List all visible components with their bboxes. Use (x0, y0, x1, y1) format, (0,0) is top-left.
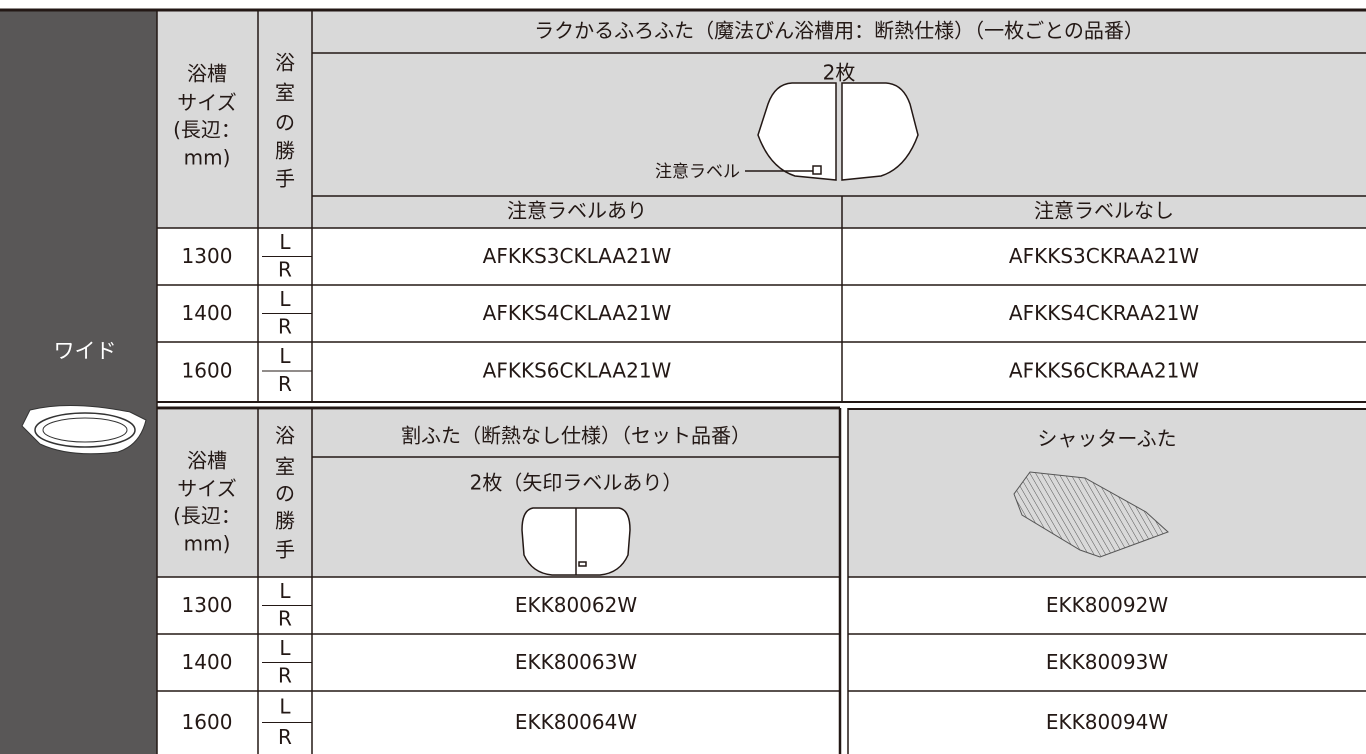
hand-header: の (275, 111, 295, 135)
product-code: AFKKS6CKLAA21W (483, 359, 672, 383)
hand-header: 室 (275, 455, 295, 479)
size-header: サイズ (177, 477, 236, 501)
product-code: EKK80063W (515, 650, 637, 674)
table-title: ラクかるふろふた（魔法びん浴槽用：断熱仕様）（一枚ごとの品番） (534, 19, 1144, 43)
size-cell: 1600 (182, 710, 233, 734)
header-bg (157, 410, 840, 577)
split-lid-illustration (521, 507, 631, 576)
side-label: ワイド (54, 339, 117, 363)
hand-cell: R (278, 314, 292, 338)
tub-icon (21, 404, 147, 455)
hand-cell: L (279, 694, 291, 718)
count-label: 2枚 (823, 61, 856, 85)
size-header: mm) (184, 146, 231, 170)
product-code: EKK80064W (515, 710, 637, 734)
lid-illustration (745, 82, 919, 181)
product-code: EKK80094W (1046, 710, 1168, 734)
product-code: AFKKS3CKLAA21W (483, 244, 672, 268)
hand-cell: L (279, 344, 291, 368)
hand-cell: L (279, 230, 291, 254)
hand-header: 勝 (275, 139, 295, 163)
callout-label: 注意ラベル (655, 162, 740, 182)
hand-cell: R (278, 372, 292, 396)
hand-header: 手 (275, 538, 295, 562)
column-header: 注意ラベルあり (507, 199, 647, 223)
hand-header: 浴 (275, 424, 295, 448)
size-cell: 1600 (182, 359, 233, 383)
hand-header: 手 (275, 167, 295, 191)
hand-header: 勝 (275, 509, 295, 533)
hand-header: 室 (275, 81, 295, 105)
column-subheader: 2枚（矢印ラベルあり） (470, 471, 683, 495)
product-code: EKK80093W (1046, 650, 1168, 674)
size-cell: 1400 (182, 301, 233, 325)
product-code: EKK80062W (515, 593, 637, 617)
hand-cell: R (278, 663, 292, 687)
hand-cell: L (279, 636, 291, 660)
product-code: AFKKS6CKRAA21W (1009, 359, 1199, 383)
size-cell: 1400 (182, 650, 233, 674)
product-code: EKK80092W (1046, 593, 1168, 617)
row-bg (157, 342, 1366, 400)
column-header: 割ふた（断熱なし仕様）（セット品番） (401, 424, 751, 448)
shutter-illustration (1013, 471, 1169, 558)
hand-cell: L (279, 287, 291, 311)
size-header: (長辺： (173, 118, 241, 142)
product-code: AFKKS4CKRAA21W (1009, 301, 1199, 325)
row-bg (157, 228, 1366, 285)
product-code: AFKKS3CKRAA21W (1009, 244, 1199, 268)
hand-cell: L (279, 579, 291, 603)
product-code: AFKKS4CKLAA21W (483, 301, 672, 325)
hand-cell: R (278, 725, 292, 749)
hand-header: の (275, 482, 295, 506)
hand-cell: R (278, 257, 292, 281)
size-header: (長辺： (173, 504, 241, 528)
hand-cell: R (278, 606, 292, 630)
column-header: シャッターふた (1037, 427, 1176, 451)
row-bg (157, 285, 1366, 342)
size-cell: 1300 (182, 244, 233, 268)
size-header: 浴槽 (187, 62, 227, 86)
header-bg (157, 10, 1366, 228)
size-header: サイズ (177, 91, 236, 115)
size-cell: 1300 (182, 593, 233, 617)
side-band (0, 10, 157, 754)
rule (848, 408, 1366, 410)
column-header: 注意ラベルなし (1034, 199, 1174, 223)
size-header: mm) (184, 532, 231, 556)
size-header: 浴槽 (187, 449, 227, 473)
hand-header: 浴 (275, 51, 295, 75)
row-bg (157, 634, 1366, 691)
row-bg (157, 691, 1366, 754)
row-bg (157, 577, 1366, 634)
